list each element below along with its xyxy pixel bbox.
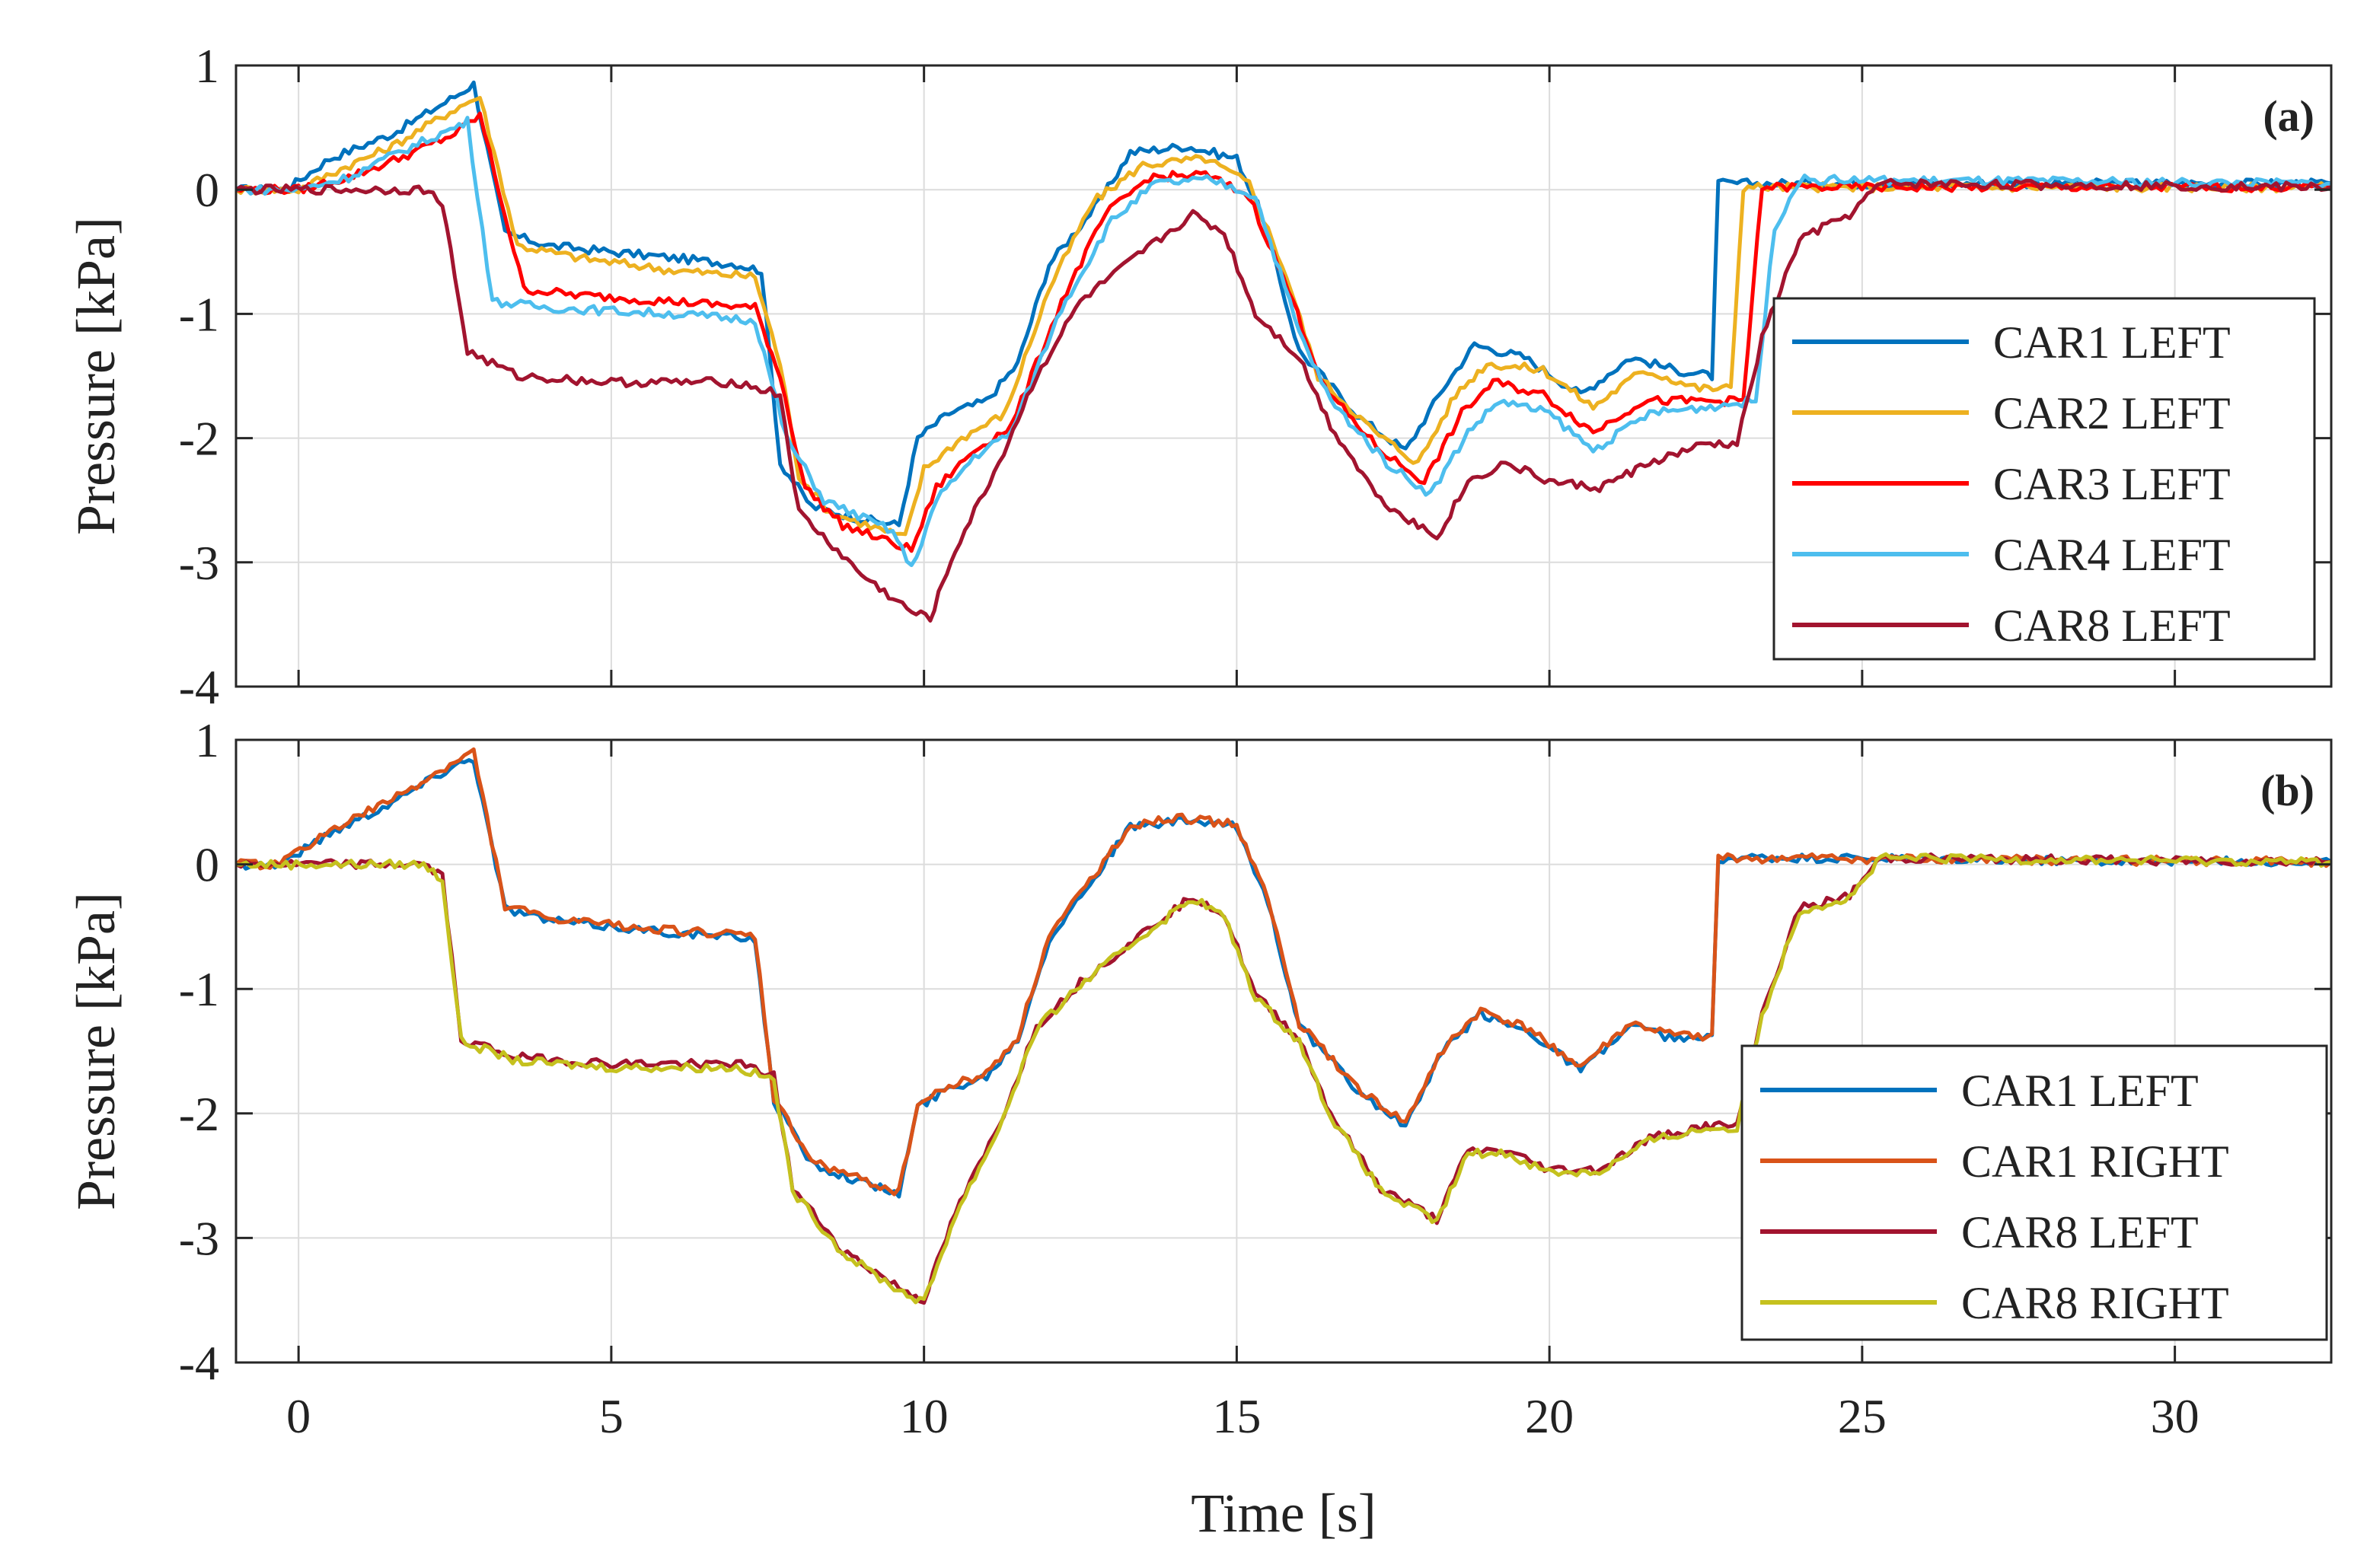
panel-a-series-line-4 xyxy=(234,177,2332,623)
x-axis-title: Time [s] xyxy=(1191,1483,1376,1544)
panel-a-series-line-3 xyxy=(235,116,2332,567)
panel-a-legend-label-3: CAR4 LEFT xyxy=(1993,530,2231,580)
panel-a-legend-label-1: CAR2 LEFT xyxy=(1993,388,2231,438)
panel-a-ylabel: Pressure [kPa] xyxy=(65,217,126,535)
panel-a-ytick-label-1: 0 xyxy=(195,163,219,217)
panel-a-ytick-label-4: -3 xyxy=(179,536,219,590)
panel-a-label: (a) xyxy=(2263,91,2314,141)
panel-b-ytick-label-4: -3 xyxy=(179,1211,219,1265)
panel-b-xtick-label-6: 30 xyxy=(2151,1389,2200,1443)
panel-a-legend-box xyxy=(1772,297,2316,661)
panel-b-ytick-label-3: -2 xyxy=(179,1087,219,1141)
panel-b-series xyxy=(234,747,2333,1305)
panel-b-legend-label-0: CAR1 LEFT xyxy=(1961,1066,2199,1116)
panel-a-ytick-label-5: -4 xyxy=(179,660,219,714)
panel-b-series-line-3 xyxy=(235,852,2332,1305)
panel-b-xtick-label-5: 25 xyxy=(1838,1389,1887,1443)
panel-b-legend: CAR1 LEFT CAR1 RIGHT CAR8 LEFT CAR8 RIGHT xyxy=(1740,1044,2328,1341)
panel-b-xtick-label-1: 5 xyxy=(599,1389,624,1443)
panel-b-xtick-label-3: 15 xyxy=(1212,1389,1261,1443)
panel-a-ytick-label-3: -2 xyxy=(179,412,219,466)
panel-a-legend-label-0: CAR1 LEFT xyxy=(1993,317,2231,368)
panel-b-ytick-label-0: 1 xyxy=(195,713,219,767)
panel-b-xtick-label-4: 20 xyxy=(1525,1389,1574,1443)
panel-b-label: (b) xyxy=(2260,766,2314,815)
panel-a-series xyxy=(234,80,2333,623)
panel-a-legend-label-4: CAR8 LEFT xyxy=(1993,601,2231,651)
panel-b-frame xyxy=(234,738,2333,1364)
panel-a-frame xyxy=(234,64,2333,688)
panel-a-legend-label-2: CAR3 LEFT xyxy=(1993,459,2231,509)
panel-a-ytick-label-0: 1 xyxy=(195,39,219,93)
panel-b-xtick-label-2: 10 xyxy=(900,1389,949,1443)
panel-b-ytick-label-1: 0 xyxy=(195,838,219,892)
panel-a-ticks: 1 0 -1 -2 -3 -4 xyxy=(179,39,2331,714)
panel-b-xtick-label-0: 0 xyxy=(286,1389,311,1443)
panel-a-ytick-label-2: -1 xyxy=(179,287,219,341)
panel-b-ytick-label-5: -4 xyxy=(179,1336,219,1390)
panel-b-legend-label-1: CAR1 RIGHT xyxy=(1961,1136,2229,1187)
panel-b-legend-label-3: CAR8 RIGHT xyxy=(1961,1278,2229,1328)
panel-b-legend-box xyxy=(1740,1044,2328,1341)
panel-b-ylabel: Pressure [kPa] xyxy=(65,892,126,1210)
panel-a-legend: CAR1 LEFT CAR2 LEFT CAR3 LEFT CAR4 LEFT CAR8… xyxy=(1772,297,2316,661)
panel-b-legend-label-2: CAR8 LEFT xyxy=(1961,1207,2199,1257)
panel-b-ytick-label-2: -1 xyxy=(179,962,219,1016)
